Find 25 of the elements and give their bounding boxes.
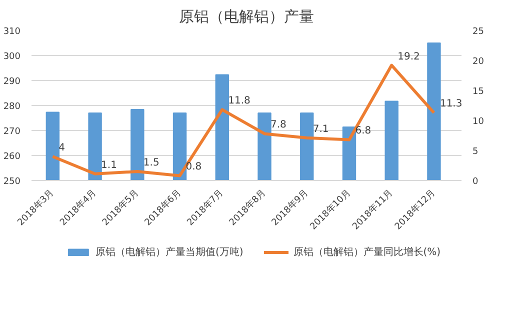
y-tick-label: 300 [3, 52, 21, 62]
line-series [51, 64, 436, 178]
y-tick-label: 290 [3, 77, 21, 87]
y2-tick-label: 15 [472, 87, 484, 97]
y2-tick-label: 20 [472, 57, 484, 67]
y2-tick-label: 25 [472, 27, 484, 37]
y-tick-label: 270 [3, 127, 21, 137]
legend-label: 原铝（电解铝）产量当期值(万吨) [95, 246, 244, 259]
data-label: 6.8 [355, 126, 372, 137]
chart-title: 原铝（电解铝）产量 [179, 8, 314, 26]
data-label: 11.3 [440, 98, 462, 110]
y2-tick-label: 0 [472, 177, 478, 187]
y-tick-label: 250 [3, 177, 21, 187]
y2-tick-label: 5 [472, 147, 478, 157]
data-label: 11.8 [228, 96, 250, 107]
data-label: 1.1 [101, 160, 117, 171]
data-label: 1.5 [143, 158, 160, 168]
data-label: 7.1 [312, 124, 329, 135]
y-tick-label: 310 [3, 27, 21, 37]
y-tick-label: 260 [3, 152, 21, 162]
y-tick-label: 280 [3, 102, 21, 112]
legend-label: 原铝（电解铝）产量同比增长(%) [293, 246, 441, 259]
y2-tick-label: 10 [472, 117, 484, 127]
data-label: 0.8 [186, 162, 202, 173]
data-label: 19.2 [398, 51, 420, 62]
